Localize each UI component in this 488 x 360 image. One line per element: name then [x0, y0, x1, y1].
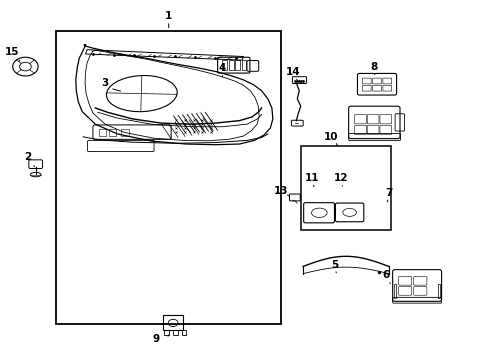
Bar: [99, 129, 106, 136]
Text: 3: 3: [102, 78, 108, 88]
Bar: [228, 60, 233, 70]
Text: 1: 1: [165, 11, 172, 21]
Text: 2: 2: [24, 152, 31, 162]
Text: 9: 9: [153, 334, 160, 344]
Text: 12: 12: [333, 173, 348, 183]
Bar: [108, 129, 116, 136]
Bar: [235, 60, 240, 70]
Text: 14: 14: [285, 67, 300, 77]
Text: 5: 5: [331, 260, 338, 270]
Bar: [163, 315, 183, 330]
Bar: [222, 60, 227, 70]
Bar: [393, 284, 395, 298]
Bar: [173, 330, 178, 335]
Bar: [182, 330, 185, 335]
Text: 8: 8: [370, 62, 377, 72]
Bar: [300, 146, 390, 230]
Bar: [56, 31, 281, 324]
Bar: [437, 284, 439, 298]
Text: 13: 13: [273, 186, 288, 196]
Bar: [241, 60, 246, 70]
Bar: [164, 330, 169, 335]
Text: 15: 15: [4, 47, 19, 57]
Text: 11: 11: [304, 173, 319, 183]
Text: 7: 7: [384, 188, 392, 198]
Text: 10: 10: [324, 132, 338, 142]
Text: 6: 6: [382, 270, 389, 280]
Bar: [121, 129, 128, 136]
Text: 4: 4: [218, 63, 226, 73]
